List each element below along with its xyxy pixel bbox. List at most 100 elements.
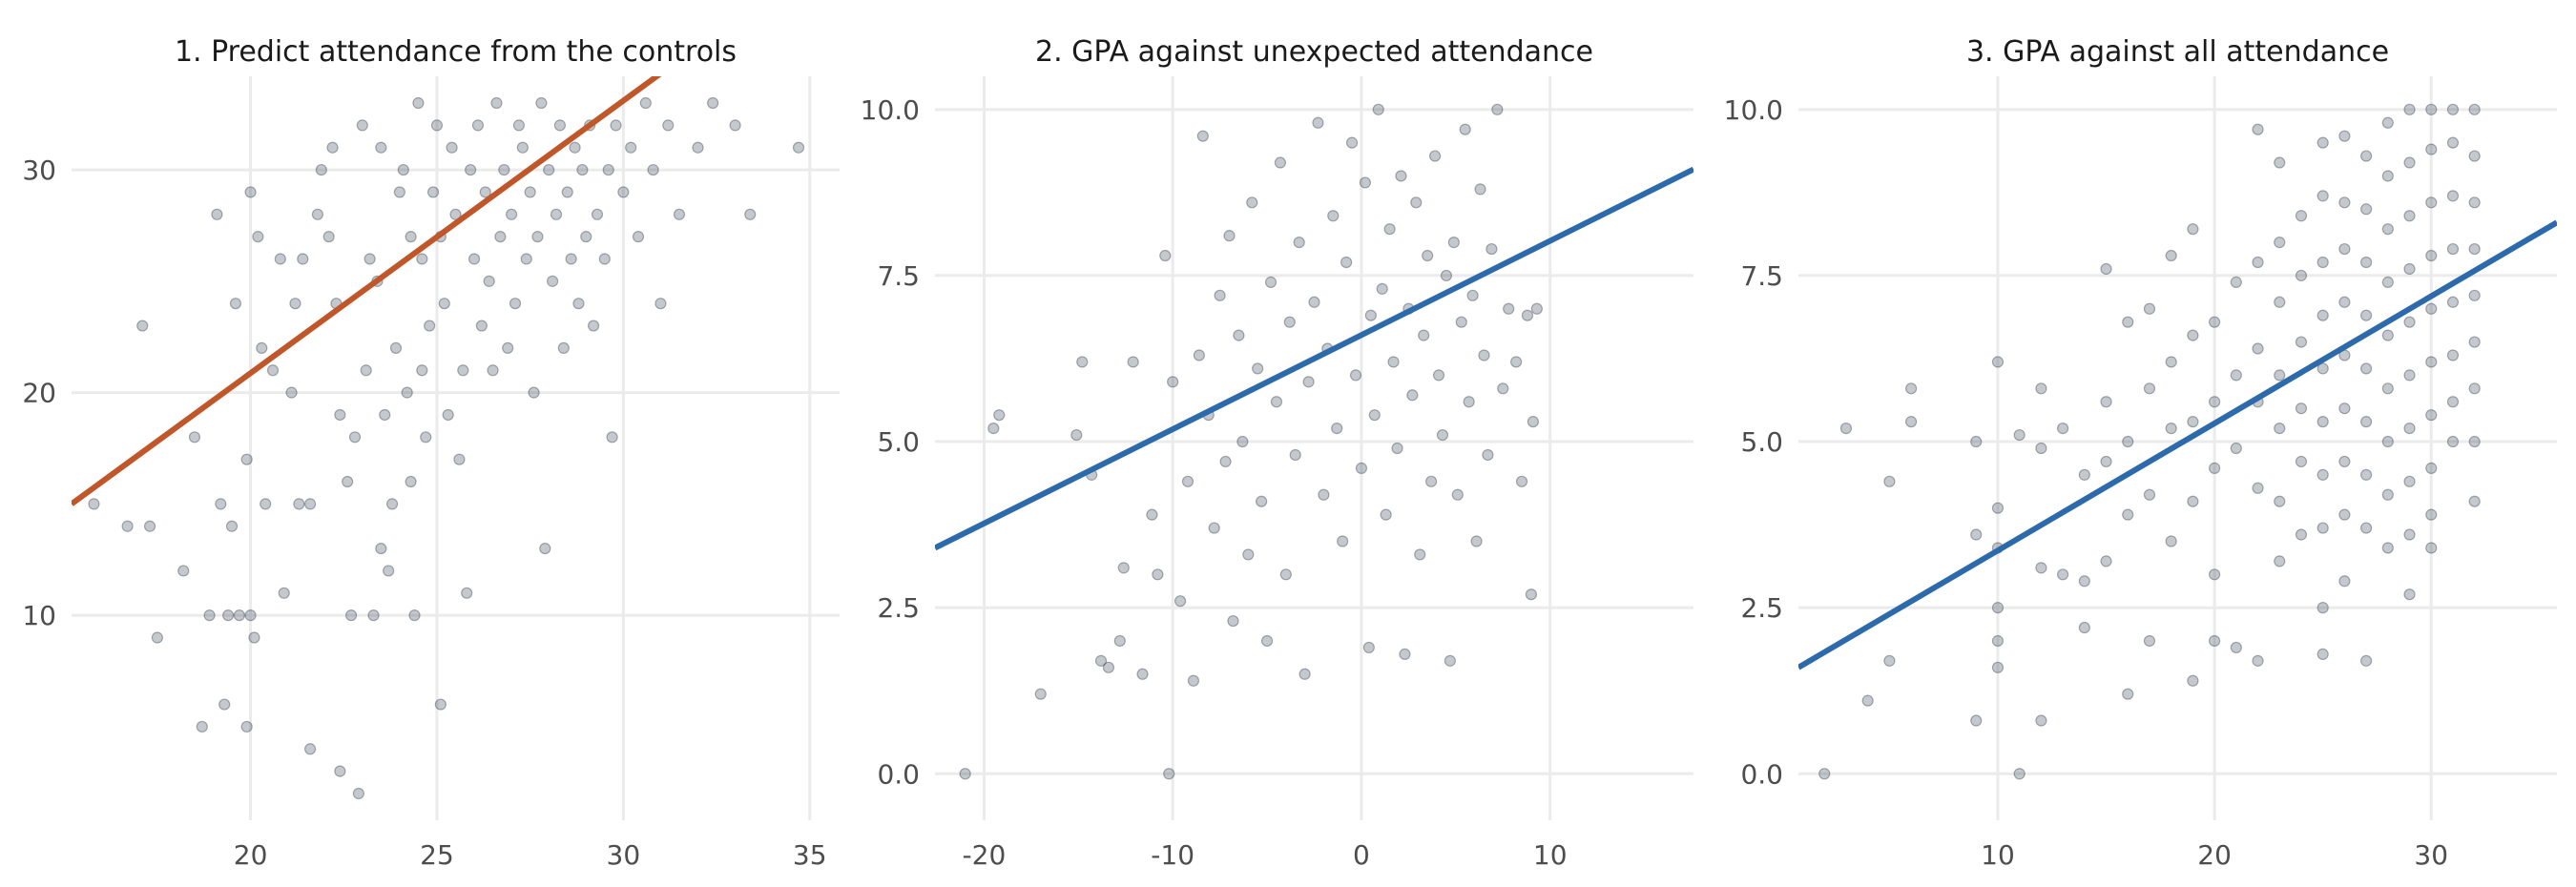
points-layer <box>1818 103 2481 780</box>
data-point <box>2468 289 2481 301</box>
data-point <box>2381 435 2394 448</box>
data-point <box>244 609 257 622</box>
data-point <box>1034 688 1047 700</box>
data-point <box>490 96 503 110</box>
data-point <box>412 96 425 110</box>
data-point <box>1463 396 1475 408</box>
data-point <box>2187 223 2199 236</box>
data-point <box>2057 568 2069 581</box>
data-point <box>520 253 532 265</box>
data-point <box>2425 302 2438 315</box>
data-point <box>1466 289 1479 301</box>
data-point <box>2165 535 2177 547</box>
data-point <box>1418 329 1430 341</box>
data-point <box>606 431 618 444</box>
data-point <box>2295 210 2308 222</box>
data-point <box>442 408 454 422</box>
data-point <box>1399 648 1411 660</box>
data-point <box>2274 495 2286 507</box>
data-point <box>2035 714 2047 727</box>
data-point <box>1246 196 1258 209</box>
data-point <box>297 253 309 265</box>
data-point <box>2360 203 2373 216</box>
data-point <box>385 498 399 510</box>
data-point <box>1510 356 1523 368</box>
data-point <box>598 253 611 265</box>
data-point <box>334 408 346 422</box>
data-point <box>2316 362 2329 375</box>
data-point <box>211 208 223 220</box>
data-point <box>1387 356 1400 368</box>
data-point <box>2316 416 2329 428</box>
data-point <box>2381 276 2394 288</box>
data-point <box>647 163 659 176</box>
data-point <box>2381 488 2394 501</box>
data-point <box>2425 249 2438 262</box>
data-point <box>2468 435 2481 448</box>
data-point <box>278 587 290 599</box>
data-point <box>2446 349 2460 361</box>
data-point <box>1340 256 1353 269</box>
data-point <box>993 409 1006 422</box>
data-point <box>1337 535 1349 547</box>
data-point <box>424 320 436 332</box>
data-point <box>569 141 581 154</box>
data-point <box>1293 237 1305 249</box>
data-point <box>352 787 364 800</box>
data-point <box>1159 249 1172 262</box>
fit-line <box>72 76 662 506</box>
data-point <box>1470 535 1483 547</box>
data-point <box>2425 462 2438 474</box>
data-point <box>1970 435 1983 448</box>
data-point <box>1181 475 1195 487</box>
data-point <box>434 698 447 711</box>
data-point <box>512 119 526 132</box>
data-point <box>2209 462 2221 474</box>
data-point <box>1395 170 1407 182</box>
data-point <box>1451 488 1464 501</box>
data-point <box>416 364 428 377</box>
data-point <box>2100 262 2112 276</box>
data-point <box>2252 654 2264 667</box>
data-point <box>2165 356 2177 368</box>
data-point <box>707 96 719 110</box>
data-point <box>1236 435 1249 448</box>
data-point <box>233 609 245 622</box>
data-point <box>2316 522 2329 534</box>
data-point <box>2446 242 2460 256</box>
fit-line <box>935 166 1693 551</box>
data-point <box>438 298 450 310</box>
data-point <box>225 520 239 532</box>
data-point <box>2425 542 2438 554</box>
data-point <box>1459 123 1471 135</box>
data-point <box>2468 196 2481 209</box>
data-point <box>1474 183 1486 196</box>
y-tick-label: 5.0 <box>877 426 920 458</box>
data-point <box>2122 688 2134 700</box>
panel-3: 10 20 30 0.0 2.5 5.0 7.5 10.0 3. GPA against all… <box>1724 35 2557 871</box>
points-layer <box>88 96 805 800</box>
data-point <box>1127 356 1139 368</box>
data-point <box>535 96 548 110</box>
data-point <box>465 163 477 176</box>
data-point <box>1818 768 1831 780</box>
y-tick-label: 2.5 <box>1740 592 1783 624</box>
data-point <box>1428 150 1442 162</box>
data-point <box>2425 508 2438 521</box>
data-point <box>2230 276 2242 288</box>
data-point <box>2360 654 2373 667</box>
data-point <box>2360 150 2373 162</box>
data-point <box>1345 136 1359 149</box>
data-point <box>2468 103 2481 115</box>
data-point <box>639 96 652 110</box>
data-point <box>987 423 1000 435</box>
data-point <box>2187 416 2199 428</box>
data-point <box>2403 210 2416 222</box>
data-point <box>576 163 589 176</box>
data-point <box>524 186 536 198</box>
data-point <box>344 609 358 622</box>
data-point <box>322 231 335 243</box>
x-tick-label: -20 <box>963 839 1007 871</box>
data-point <box>2100 455 2112 468</box>
